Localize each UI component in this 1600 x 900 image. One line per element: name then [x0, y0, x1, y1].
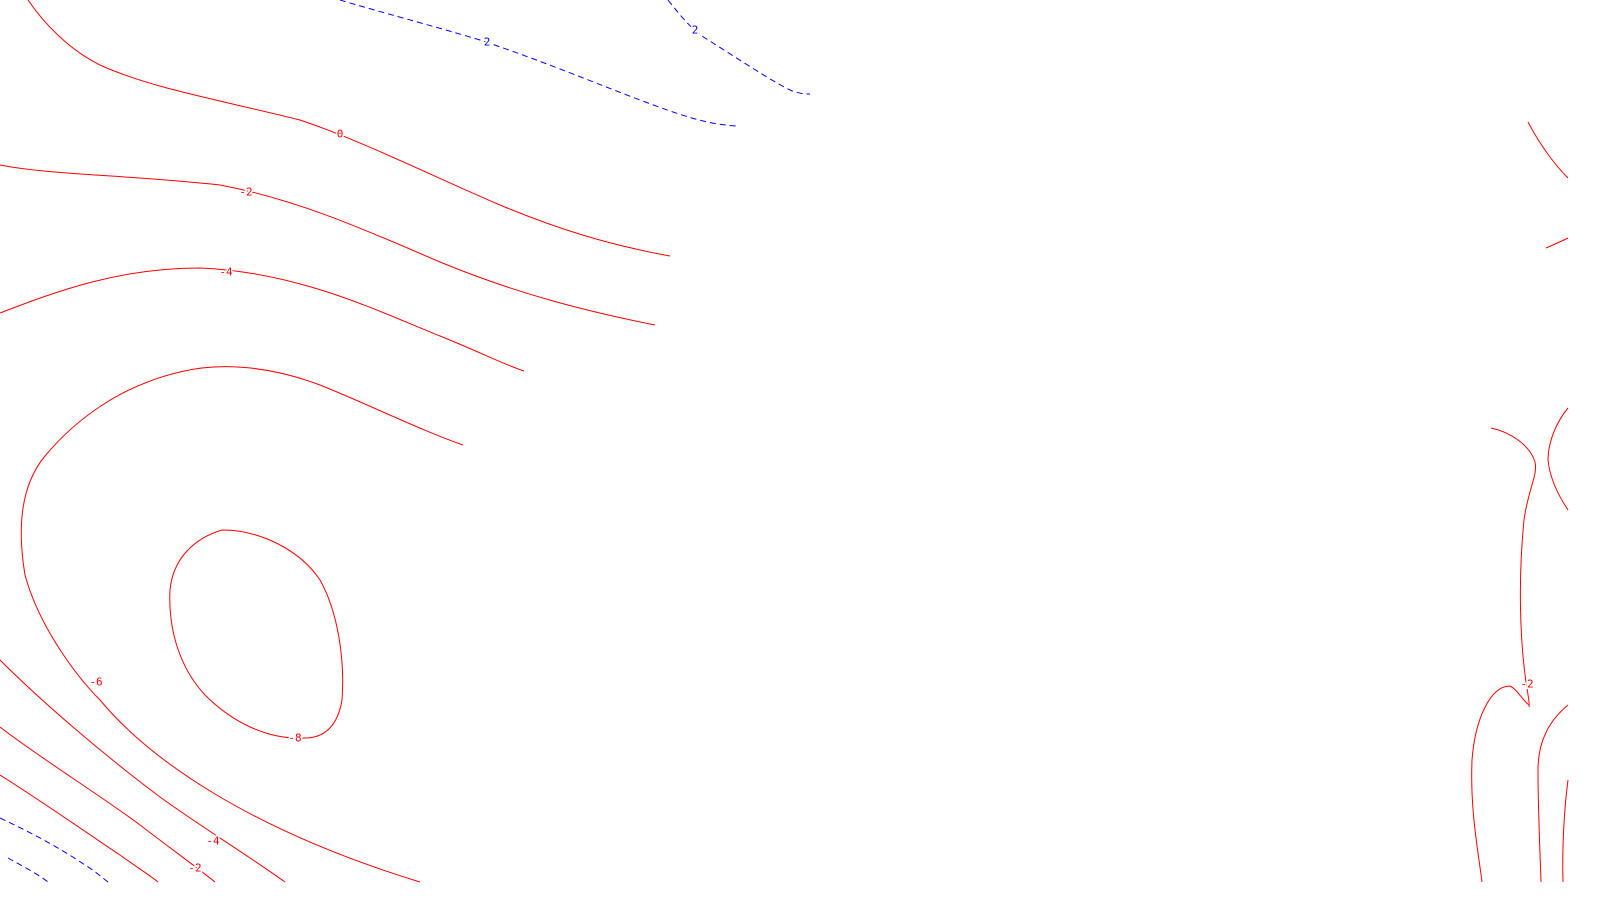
contour-right-7 [1562, 779, 1569, 883]
contour-2-upper-right [667, 0, 811, 95]
contour-label-lbl-m4-bottom: -4 [206, 835, 220, 848]
contour-label-lbl-m2-bottom: -2 [188, 862, 201, 875]
contour-label-lbl-2-upper: 2 [692, 24, 699, 37]
contour-2-top [339, 0, 737, 127]
contour-label-lbl-m8: -8 [288, 732, 301, 745]
contour-m6-open [20, 366, 464, 883]
contour-label-lbl-0: 0 [337, 128, 344, 141]
contour-right-4 [1547, 407, 1569, 511]
contour-right-1 [1527, 121, 1569, 179]
contour-0-lower [0, 774, 159, 883]
contour-right-2 [1545, 237, 1569, 249]
contour-labels: 2 2 0 -2 -4 -6 -8 -4 -2 -2 [88, 22, 1535, 876]
contour-m2-lower [0, 726, 216, 883]
contour-right-3 [1490, 427, 1537, 708]
contour-right-6 [1537, 704, 1569, 883]
contour-label-lbl-m2-left: -2 [239, 186, 252, 199]
contour-m4-upper [0, 267, 525, 372]
contour-label-lbl-m2-right: -2 [1520, 678, 1533, 691]
contour-m2 [0, 164, 656, 326]
contour-m4-lower [0, 659, 286, 883]
contour-lines [0, 0, 1569, 883]
contour-m8 [169, 529, 344, 739]
contour-right-5 [1471, 685, 1530, 883]
contour-label-lbl-m6: -6 [89, 676, 102, 689]
contour-label-lbl-2-top: 2 [484, 36, 491, 49]
contour-2-bottom-left [7, 857, 49, 883]
contour-label-lbl-m4-left: -4 [219, 266, 233, 279]
contour-0 [27, 0, 671, 257]
